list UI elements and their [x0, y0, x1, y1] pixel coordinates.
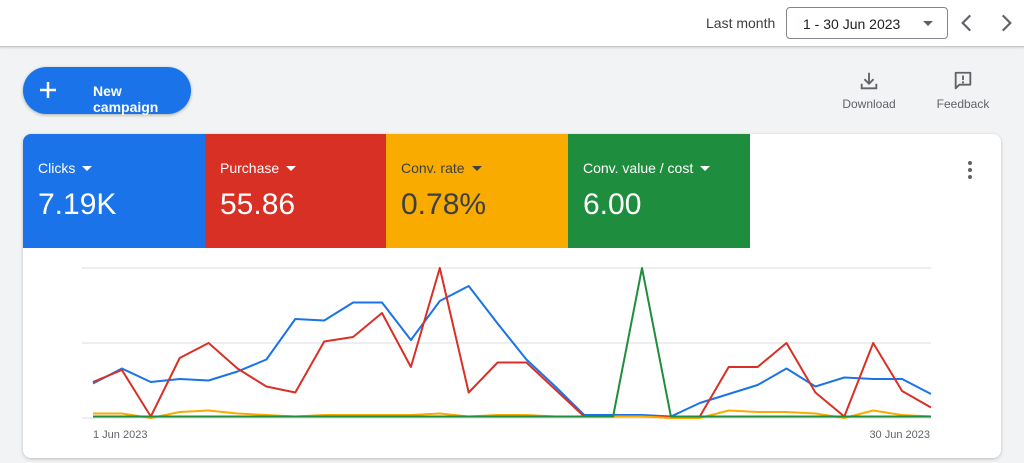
performance-card: Clicks 7.19K Purchase 55.86 Conv. rate 0…	[23, 134, 1001, 458]
plus-icon	[40, 82, 56, 98]
series-line-3	[93, 267, 931, 418]
dropdown-caret-icon	[471, 166, 482, 171]
dropdown-caret-icon	[286, 166, 297, 171]
next-period-button[interactable]	[993, 10, 1019, 36]
metric-name: Conv. rate	[401, 160, 482, 176]
metric-name: Purchase	[220, 160, 297, 176]
more-options-button[interactable]	[960, 158, 980, 182]
metric-clicks[interactable]: Clicks 7.19K	[23, 134, 205, 248]
dropdown-caret-icon	[82, 166, 93, 171]
feedback-icon	[954, 71, 972, 90]
metric-conv-rate[interactable]: Conv. rate 0.78%	[386, 134, 568, 248]
download-icon	[860, 72, 878, 90]
metric-name-text: Clicks	[38, 160, 76, 176]
dropdown-caret-icon	[923, 21, 933, 26]
metric-value: 6.00	[583, 188, 642, 221]
metric-value: 7.19K	[38, 188, 117, 221]
metric-name-text: Conv. value / cost	[583, 160, 694, 176]
feedback-button[interactable]: Feedback	[927, 68, 999, 112]
metric-value: 55.86	[220, 188, 296, 221]
x-tick-label: 30 Jun 2023	[869, 429, 930, 441]
new-campaign-button[interactable]: New campaign	[23, 67, 191, 115]
series-line-2	[93, 409, 932, 419]
previous-period-button[interactable]	[954, 10, 980, 36]
metric-name: Clicks	[38, 160, 93, 176]
date-range-select[interactable]: 1 - 30 Jun 2023	[786, 7, 948, 39]
series-line-1	[92, 267, 932, 418]
performance-line-chart: 1 Jun 2023 30 Jun 2023	[82, 267, 932, 441]
new-campaign-label: New campaign	[93, 83, 159, 115]
date-range-label: Last month	[706, 15, 776, 31]
dropdown-caret-icon	[700, 166, 711, 171]
metric-name-text: Conv. rate	[401, 160, 465, 176]
metric-purchase[interactable]: Purchase 55.86	[205, 134, 387, 248]
chevron-right-icon	[1001, 14, 1012, 32]
chevron-left-icon	[961, 14, 972, 32]
metric-name: Conv. value / cost	[583, 160, 711, 176]
feedback-label: Feedback	[936, 97, 990, 111]
top-bar: Last month 1 - 30 Jun 2023	[0, 0, 1024, 47]
download-button[interactable]: Download	[833, 68, 905, 112]
series-line-0	[92, 285, 932, 418]
x-tick-label: 1 Jun 2023	[93, 429, 147, 441]
metric-name-text: Purchase	[220, 160, 280, 176]
download-label: Download	[842, 97, 896, 111]
metric-conv-value-cost[interactable]: Conv. value / cost 6.00	[568, 134, 750, 248]
metric-value: 0.78%	[401, 188, 487, 221]
date-range-value: 1 - 30 Jun 2023	[803, 16, 901, 32]
more-vert-icon	[968, 161, 972, 179]
